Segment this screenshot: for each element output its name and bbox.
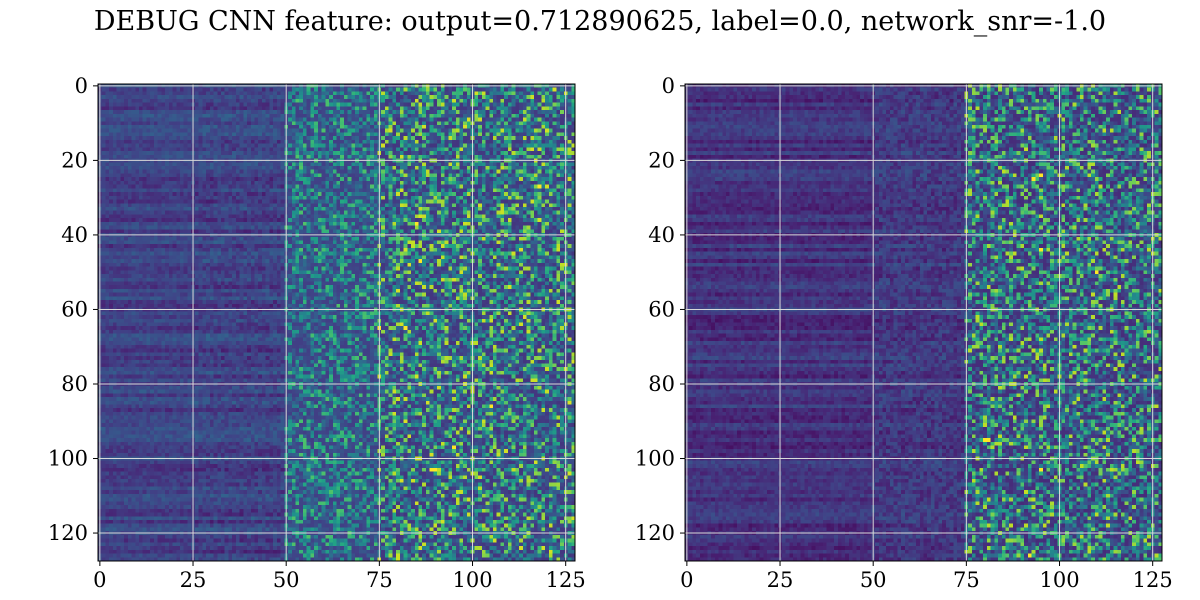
x-tick-label: 25: [767, 568, 794, 592]
y-tick-label: 20: [648, 148, 675, 172]
y-tick-label: 60: [61, 297, 88, 321]
x-tick-label: 100: [1039, 568, 1079, 592]
y-tick-label: 20: [61, 148, 88, 172]
y-tick-label: 0: [75, 74, 88, 98]
x-tick-label: 75: [953, 568, 980, 592]
y-tick-label: 60: [648, 297, 675, 321]
y-tick-label: 40: [648, 223, 675, 247]
y-tick-label: 80: [648, 372, 675, 396]
y-tick-label: 0: [662, 74, 675, 98]
x-tick-label: 50: [273, 568, 300, 592]
y-tick-label: 120: [48, 521, 88, 545]
x-tick-label: 125: [546, 568, 586, 592]
heatmap-image: [685, 84, 1162, 561]
axes-frame: [684, 83, 1163, 562]
x-tick-label: 25: [180, 568, 207, 592]
y-tick-label: 40: [61, 223, 88, 247]
heatmap-panel-left: 0 25 50 75 100 125 0 20 40 60 80 100 120: [48, 74, 586, 592]
y-tick-label: 100: [48, 447, 88, 471]
y-tick-label: 120: [635, 521, 675, 545]
x-tick-label: 100: [452, 568, 492, 592]
heatmap-image: [98, 84, 575, 561]
x-tick-label: 0: [93, 568, 106, 592]
figure-title: DEBUG CNN feature: output=0.712890625, l…: [93, 6, 1107, 37]
x-tick-label: 0: [680, 568, 693, 592]
heatmap-panel-right: 0 25 50 75 100 125 0 20 40 60 80 100 120: [635, 74, 1173, 592]
x-tick-label: 125: [1133, 568, 1173, 592]
y-tick-label: 80: [61, 372, 88, 396]
x-tick-label: 50: [860, 568, 887, 592]
y-tick-label: 100: [635, 447, 675, 471]
x-tick-label: 75: [366, 568, 393, 592]
axes-frame: [97, 83, 576, 562]
